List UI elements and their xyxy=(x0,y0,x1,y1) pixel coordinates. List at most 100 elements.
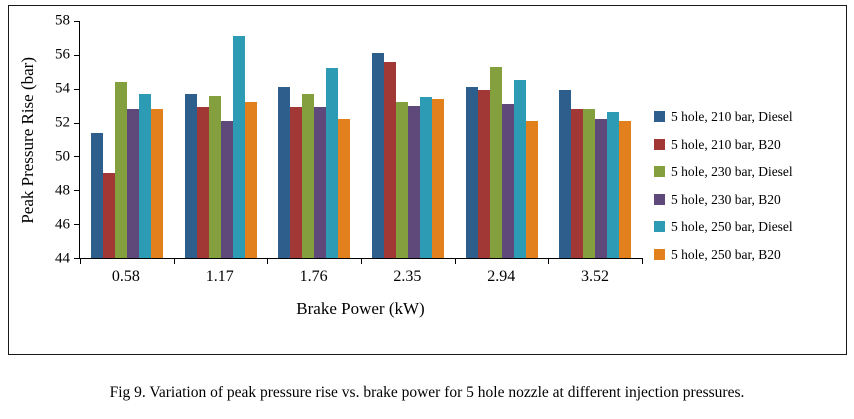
x-tickmark xyxy=(548,258,550,264)
bar xyxy=(184,93,197,258)
y-tick-label: 58 xyxy=(55,12,70,29)
bar xyxy=(489,66,502,258)
bar xyxy=(314,107,327,258)
figure-caption: Fig 9. Variation of peak pressure rise v… xyxy=(109,384,745,401)
bar xyxy=(513,80,526,258)
bar xyxy=(114,81,127,258)
legend-entry: 5 hole, 230 bar, B20 xyxy=(654,191,840,207)
bar xyxy=(583,109,596,258)
bar xyxy=(150,109,163,258)
bar-group-2.94 xyxy=(455,21,549,258)
legend-label: 5 hole, 250 bar, Diesel xyxy=(671,219,793,234)
bar-group-3.52 xyxy=(548,21,642,258)
plot-area xyxy=(74,21,643,264)
y-tickmark xyxy=(74,54,80,56)
x-tickmark xyxy=(361,258,362,264)
bar xyxy=(208,95,221,258)
bar xyxy=(244,102,257,258)
y-axis-title-column: Peak Pressure Rise (bar) xyxy=(13,21,43,259)
x-tickmark xyxy=(454,258,456,264)
x-tickmark xyxy=(80,258,81,264)
bar xyxy=(126,109,139,258)
bar xyxy=(465,87,478,258)
x-tickmark xyxy=(173,258,175,264)
y-tickmark xyxy=(74,190,80,192)
x-tick-label: 1.76 xyxy=(299,268,328,285)
x-tick-label: 2.35 xyxy=(393,268,422,285)
y-tickmark xyxy=(74,88,80,90)
bar xyxy=(371,53,384,258)
bar xyxy=(90,132,103,258)
bar xyxy=(338,119,351,258)
bar xyxy=(501,103,514,258)
legend-entry: 5 hole, 250 bar, Diesel xyxy=(654,220,840,234)
y-axis-tick-labels: 44 46 48 50 52 54 56 58 xyxy=(43,13,79,266)
y-tickmark xyxy=(74,21,80,22)
legend-label: 5 hole, 230 bar, Diesel xyxy=(671,164,793,179)
bar xyxy=(326,68,339,258)
y-tick-label: 48 xyxy=(55,182,70,199)
bar-group-1.17 xyxy=(174,21,268,258)
bar xyxy=(619,120,632,258)
y-tickmark xyxy=(74,122,80,124)
bar xyxy=(407,105,420,258)
y-tick-label: 50 xyxy=(55,148,70,165)
legend-entry: 5 hole, 250 bar, B20 xyxy=(654,246,840,262)
x-tick-label: 0.58 xyxy=(111,268,140,285)
x-tick-label: 3.52 xyxy=(581,268,610,285)
bar xyxy=(419,97,432,258)
bar xyxy=(571,109,584,258)
bar xyxy=(278,87,291,258)
bar xyxy=(102,173,115,258)
bar xyxy=(525,120,538,258)
y-tick-label: 54 xyxy=(55,80,70,97)
bar xyxy=(302,93,315,258)
legend: 5 hole, 210 bar, Diesel 5 hole, 210 bar, … xyxy=(642,21,840,350)
legend-swatch-icon xyxy=(654,248,665,260)
legend-label: 5 hole, 230 bar, B20 xyxy=(671,191,781,207)
bar-group-1.76 xyxy=(267,21,361,258)
legend-label: 5 hole, 210 bar, Diesel xyxy=(671,109,793,124)
bar xyxy=(431,98,444,258)
legend-swatch-icon xyxy=(654,221,665,233)
x-axis-title: Brake Power (kW) xyxy=(296,299,425,318)
x-tick-label: 1.17 xyxy=(205,268,234,285)
bar-groups xyxy=(80,21,642,258)
plot-column: 0.58 1.17 1.76 2.35 2.94 3.52 Brake Power (kW… xyxy=(74,21,643,350)
bar-group-2.35 xyxy=(361,21,455,258)
legend-swatch-icon xyxy=(654,193,665,205)
bar xyxy=(383,61,396,258)
y-tickmark xyxy=(74,156,80,158)
y-tick-label: 44 xyxy=(55,250,70,267)
x-tick-label: 2.94 xyxy=(487,268,516,285)
legend-swatch-icon xyxy=(654,166,665,178)
y-tick-label: 46 xyxy=(55,216,70,233)
y-tick-label: 56 xyxy=(55,46,70,63)
legend-swatch-icon xyxy=(654,111,665,123)
bar xyxy=(395,102,408,258)
bar xyxy=(290,107,303,258)
bar xyxy=(220,120,233,258)
chart-figure: Peak Pressure Rise (bar) 44 46 48 50 52 54 56 5… xyxy=(8,5,847,355)
bar xyxy=(559,90,572,258)
x-tickmark xyxy=(642,258,643,264)
y-tickmark xyxy=(74,224,80,226)
legend-entry: 5 hole, 210 bar, Diesel xyxy=(654,110,840,124)
bar xyxy=(477,90,490,258)
y-axis-title: Peak Pressure Rise (bar) xyxy=(18,56,37,224)
bar-group-0.58 xyxy=(80,21,174,258)
bar xyxy=(607,112,620,258)
y-tickmark xyxy=(74,258,80,259)
legend-entry: 5 hole, 210 bar, B20 xyxy=(654,136,840,152)
bar xyxy=(232,36,245,258)
legend-swatch-icon xyxy=(654,138,665,150)
legend-label: 5 hole, 250 bar, B20 xyxy=(671,246,781,262)
legend-entry: 5 hole, 230 bar, Diesel xyxy=(654,165,840,179)
legend-label: 5 hole, 210 bar, B20 xyxy=(671,136,781,152)
chart-inner: Peak Pressure Rise (bar) 44 46 48 50 52 54 56 5… xyxy=(9,6,846,354)
y-tick-label: 52 xyxy=(55,114,70,131)
bar xyxy=(595,119,608,258)
x-tickmark xyxy=(267,258,269,264)
x-axis-tick-labels: 0.58 1.17 1.76 2.35 2.94 3.52 xyxy=(79,268,642,286)
bar xyxy=(138,93,151,258)
